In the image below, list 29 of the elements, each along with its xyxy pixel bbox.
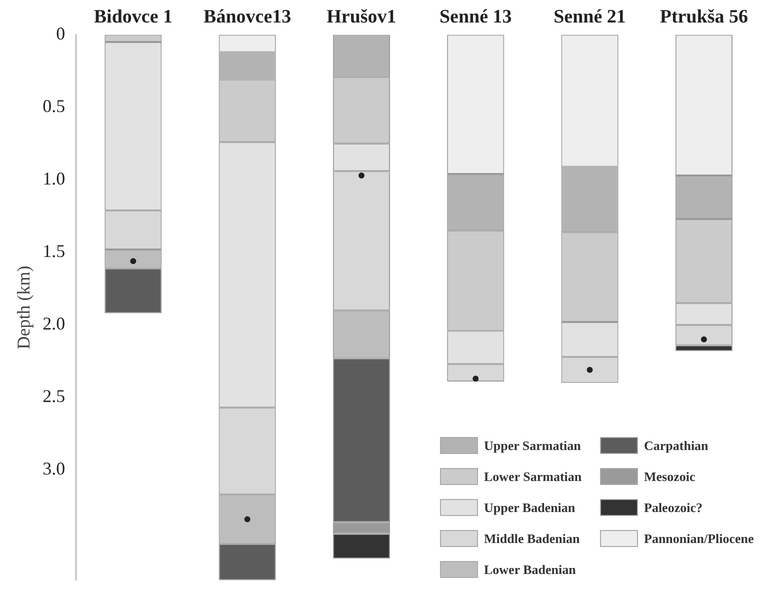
legend-label: Lower Badenian	[484, 562, 576, 578]
point	[358, 172, 364, 178]
x-tick-label: Hrušov1	[326, 6, 396, 28]
point	[700, 336, 707, 342]
x-tick-label: Ptrukša 56	[660, 6, 748, 28]
legend-label: Lower Sarmatian	[484, 468, 582, 484]
y-tick-label: 3.0	[42, 458, 66, 479]
x-tick-label: Bidovce 1	[94, 6, 172, 28]
point	[130, 258, 136, 264]
y-tick-label: 0.5	[42, 96, 66, 116]
legend-label: Carpathian	[644, 438, 708, 454]
legend-label: Upper Sarmatian	[484, 438, 581, 454]
y-tick-label: 1.5	[42, 241, 66, 262]
legend-label: Pannonian/Pliocene	[644, 530, 754, 546]
y-tick-label: 2.0	[42, 314, 66, 334]
point	[472, 376, 479, 382]
y-tick-label: 2.5	[42, 386, 66, 406]
x-tick-label: Bánovce13	[204, 6, 292, 28]
y-tick-label: 1.0	[42, 168, 66, 189]
y-axis-title: Depth (km)	[14, 266, 34, 350]
point	[244, 516, 250, 522]
legend-label: Paleozoic?	[644, 500, 702, 516]
legend-label: Upper Badenian	[484, 500, 576, 516]
y-tick-label: 0	[56, 24, 66, 44]
legend-label: Mesozoic	[644, 468, 696, 484]
x-tick-label: Senné 13	[439, 6, 512, 28]
point	[586, 366, 593, 373]
x-tick-label: Senné 21	[554, 6, 626, 28]
legend-label: Middle Badenian	[484, 530, 580, 546]
